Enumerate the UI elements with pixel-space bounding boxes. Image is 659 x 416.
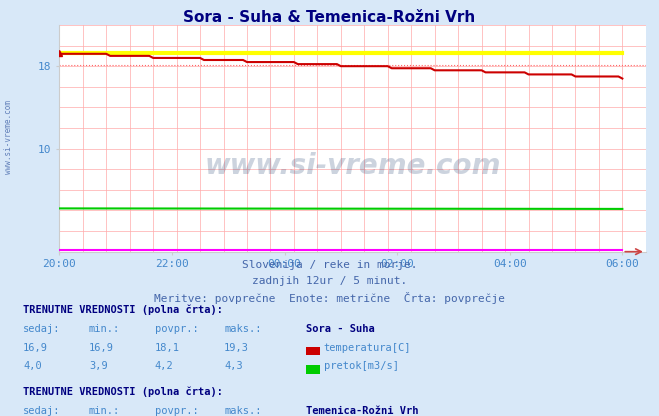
Text: min.:: min.: (89, 324, 120, 334)
Text: Sora - Suha & Temenica-Rožni Vrh: Sora - Suha & Temenica-Rožni Vrh (183, 10, 476, 25)
Text: sedaj:: sedaj: (23, 324, 61, 334)
Text: Sora - Suha: Sora - Suha (306, 324, 375, 334)
Text: 4,0: 4,0 (23, 361, 42, 371)
Text: zadnjih 12ur / 5 minut.: zadnjih 12ur / 5 minut. (252, 276, 407, 286)
Text: Temenica-Rožni Vrh: Temenica-Rožni Vrh (306, 406, 419, 416)
Text: Slovenija / reke in morje.: Slovenija / reke in morje. (242, 260, 417, 270)
Text: 18,1: 18,1 (155, 343, 180, 353)
Text: www.si-vreme.com: www.si-vreme.com (4, 100, 13, 174)
Text: povpr.:: povpr.: (155, 406, 198, 416)
Text: pretok[m3/s]: pretok[m3/s] (324, 361, 399, 371)
Text: 3,9: 3,9 (89, 361, 107, 371)
Text: 16,9: 16,9 (89, 343, 114, 353)
Text: 16,9: 16,9 (23, 343, 48, 353)
Text: min.:: min.: (89, 406, 120, 416)
Text: 19,3: 19,3 (224, 343, 249, 353)
Text: Meritve: povprečne  Enote: metrične  Črta: povprečje: Meritve: povprečne Enote: metrične Črta:… (154, 292, 505, 304)
Text: 4,3: 4,3 (224, 361, 243, 371)
Text: www.si-vreme.com: www.si-vreme.com (204, 151, 501, 180)
Text: TRENUTNE VREDNOSTI (polna črta):: TRENUTNE VREDNOSTI (polna črta): (23, 305, 223, 315)
Text: 4,2: 4,2 (155, 361, 173, 371)
Text: maks.:: maks.: (224, 324, 262, 334)
Text: sedaj:: sedaj: (23, 406, 61, 416)
Text: temperatura[C]: temperatura[C] (324, 343, 411, 353)
Text: povpr.:: povpr.: (155, 324, 198, 334)
Text: TRENUTNE VREDNOSTI (polna črta):: TRENUTNE VREDNOSTI (polna črta): (23, 386, 223, 396)
Text: maks.:: maks.: (224, 406, 262, 416)
